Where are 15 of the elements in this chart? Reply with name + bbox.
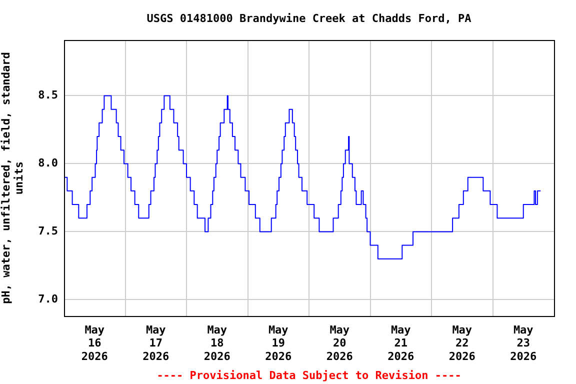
x-tick-label: May 18 2026 [204,323,231,363]
y-tick-label: 7.5 [38,224,58,238]
chart-title: USGS 01481000 Brandywine Creek at Chadds Ford, PA [146,12,472,25]
y-axis-title: pH, water, unfiltered, field, standard units [0,52,26,304]
x-tick-label: May 22 2026 [448,323,476,363]
y-tick-label: 8.5 [38,88,58,102]
x-tick-label: May 16 2026 [81,323,108,363]
x-tick-label: May 23 2026 [510,323,537,363]
y-tick-label: 8.0 [38,156,58,170]
y-tick-label: 7.0 [38,292,58,306]
x-tick-label: May 21 2026 [388,323,414,363]
text: ---- Provisional Data Subject to Revision ---- [156,369,462,382]
x-tick-label: May 20 2026 [326,323,354,363]
x-tick-label: May 19 2026 [265,323,292,363]
x-tick-label: May 17 2026 [142,323,170,363]
